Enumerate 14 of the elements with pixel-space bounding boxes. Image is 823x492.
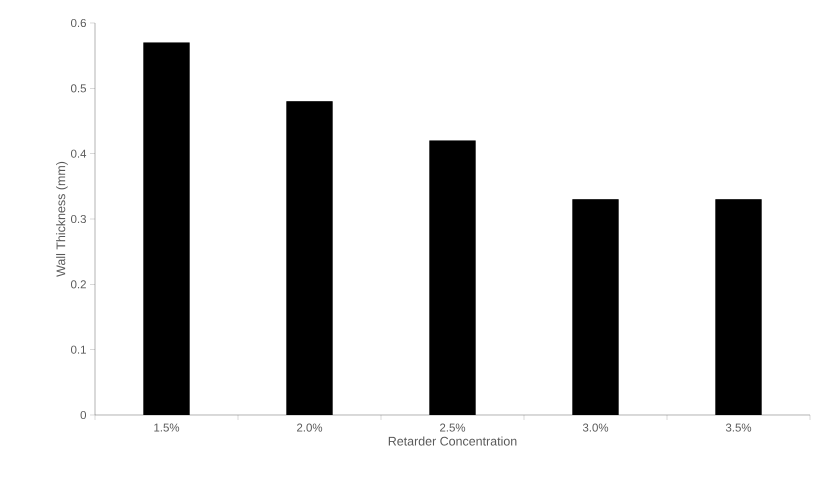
x-axis-title: Retarder Concentration	[388, 436, 516, 446]
y-tick-label: 0.2	[71, 280, 86, 288]
y-tick-label: 0.3	[71, 214, 86, 224]
y-tick-label: 0	[80, 410, 86, 420]
y-tick-label: 0.1	[71, 346, 86, 354]
x-tick-label: 1.5%	[154, 424, 180, 432]
x-tick-label: 3.5%	[726, 424, 752, 432]
x-tick-label: 2.0%	[297, 424, 322, 432]
y-tick-label: 0.5	[71, 84, 86, 92]
y-tick-label: 0.6	[71, 18, 86, 28]
x-tick-label: 3.0%	[582, 424, 608, 432]
y-tick-label: 0.4	[71, 150, 86, 158]
y-axis-title: Wall Thickness (mm)	[56, 162, 68, 277]
x-tick-label: 2.5%	[440, 424, 466, 432]
